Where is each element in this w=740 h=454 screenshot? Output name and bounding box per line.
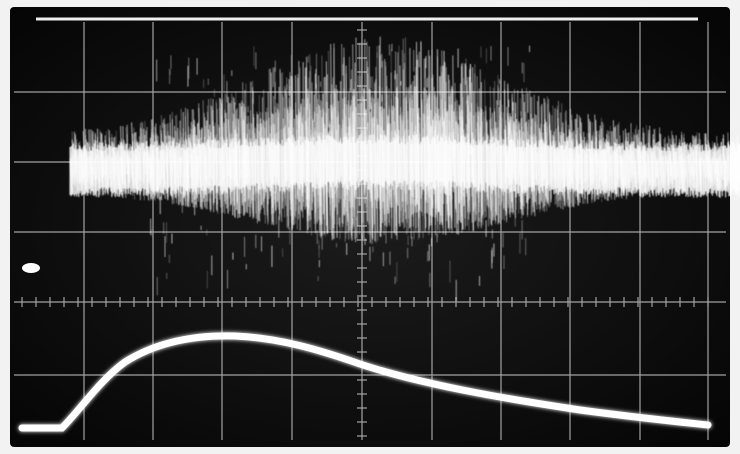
- oscilloscope-photo: [0, 0, 740, 454]
- page: (() => { const data = JSON.parse(documen…: [0, 0, 740, 454]
- marker: [22, 263, 40, 273]
